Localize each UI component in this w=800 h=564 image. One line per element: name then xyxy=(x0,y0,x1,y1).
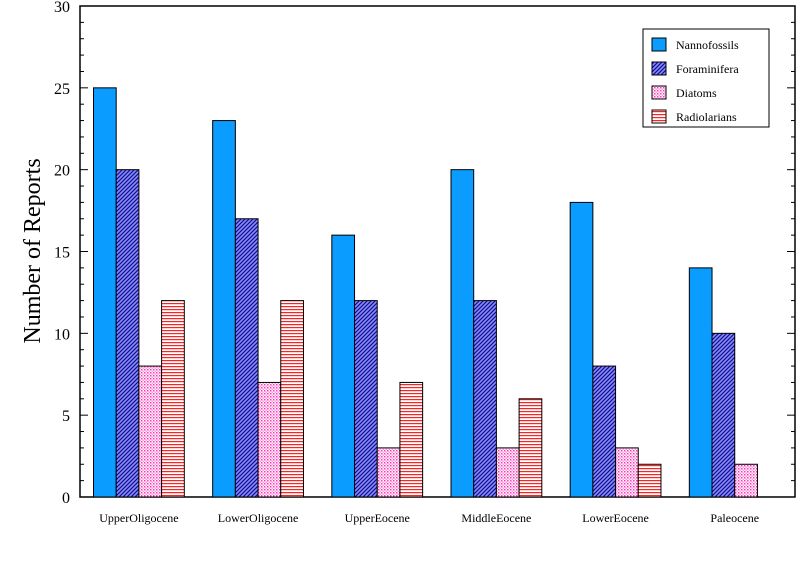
axis-ticks xyxy=(80,5,795,498)
y-tick-label: 30 xyxy=(54,0,70,16)
x-category-label: Paleocene xyxy=(710,511,759,525)
y-axis-title: Number of Reports xyxy=(20,158,46,343)
y-tick-label: 5 xyxy=(62,408,70,425)
bar-radiolarians-uppereocene xyxy=(399,381,424,498)
x-category-label: LowerOligocene xyxy=(218,511,299,525)
labels-group: 0 5 10 15 20 25 30 UpperOligocene LowerOligocene… xyxy=(54,0,759,525)
y-tick-label: 20 xyxy=(54,163,70,180)
bar-diatoms-loweroligocene xyxy=(257,381,282,498)
legend-swatch-nannofossils xyxy=(651,37,667,52)
y-tick-label: 0 xyxy=(62,490,70,507)
legend-swatch-diatoms xyxy=(651,85,667,100)
bar-nannofossils-paleocene xyxy=(688,267,713,498)
bar-nannofossils-lowereocene xyxy=(569,201,594,498)
legend-swatch-foraminifera xyxy=(651,61,667,76)
bar-radiolarians-loweroligocene xyxy=(280,300,304,498)
bar-foraminifera-middleeocene xyxy=(473,300,497,498)
bar-foraminifera-loweroligocene xyxy=(234,218,259,498)
bar-radiolarians-upperoligocene xyxy=(161,300,185,498)
bar-diatoms-uppereocene xyxy=(376,447,401,498)
bar-diatoms-middleeocene xyxy=(495,447,520,498)
x-category-label: UpperOligocene xyxy=(99,511,178,525)
legend-swatch-radiolarians xyxy=(651,109,667,124)
legend-label-nannofossils: Nannofossils xyxy=(676,38,739,52)
y-tick-label: 10 xyxy=(54,326,70,343)
x-category-label: UpperEocene xyxy=(345,511,410,525)
bar-nannofossils-loweroligocene xyxy=(212,120,236,498)
bar-foraminifera-lowereocene xyxy=(592,365,617,498)
bar-nannofossils-middleeocene xyxy=(450,169,475,498)
x-category-label: LowerEocene xyxy=(582,511,649,525)
legend-label-foraminifera: Foraminifera xyxy=(676,62,739,76)
bar-foraminifera-paleocene xyxy=(711,332,736,498)
y-tick-label: 25 xyxy=(54,81,70,98)
legend-label-radiolarians: Radiolarians xyxy=(676,110,737,124)
legend: Nannofossils Foraminifera Diatoms Radiolari… xyxy=(642,28,770,128)
bar-diatoms-paleocene xyxy=(734,463,758,498)
x-category-label: MiddleEocene xyxy=(461,511,531,525)
bar-nannofossils-upperoligocene xyxy=(93,87,117,498)
legend-label-diatoms: Diatoms xyxy=(676,86,717,100)
bar-nannofossils-uppereocene xyxy=(331,234,356,498)
bar-diatoms-lowereocene xyxy=(615,447,639,498)
bars-group xyxy=(93,87,758,498)
bar-foraminifera-upperoligocene xyxy=(115,169,140,498)
bar-diatoms-upperoligocene xyxy=(138,365,163,498)
bar-radiolarians-lowereocene xyxy=(637,463,662,498)
bar-radiolarians-middleeocene xyxy=(518,398,543,498)
bar-foraminifera-uppereocene xyxy=(354,300,378,498)
y-tick-label: 15 xyxy=(54,245,70,262)
